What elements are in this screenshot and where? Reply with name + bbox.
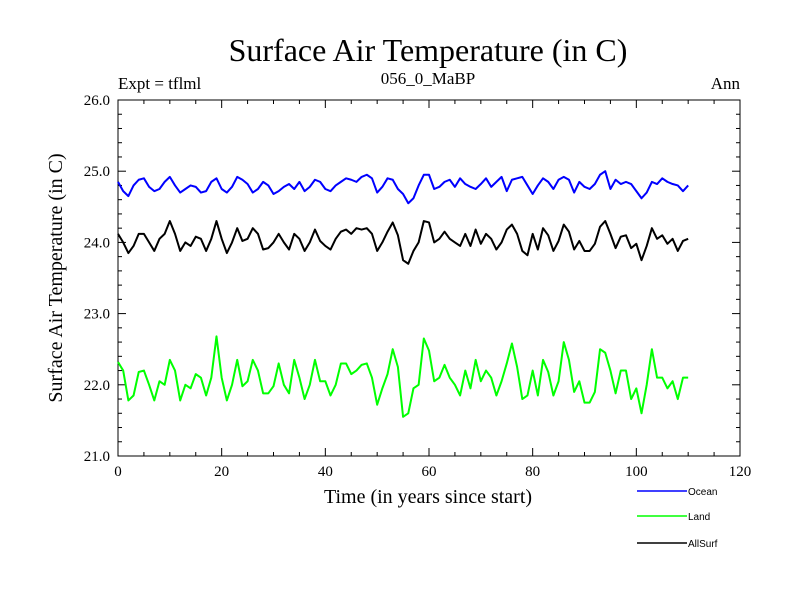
series-group	[117, 170, 689, 418]
y-tick-label: 25.0	[84, 164, 110, 180]
series-line-land	[117, 335, 689, 418]
chart-title: Surface Air Temperature (in C)	[229, 32, 628, 68]
series-line-allsurf	[117, 220, 689, 265]
x-tick-label: 120	[729, 464, 752, 480]
y-tick-label: 26.0	[84, 93, 110, 109]
legend: Ocean Land AllSurf	[637, 487, 718, 550]
x-tick-label: 80	[525, 464, 540, 480]
x-tick-label: 100	[625, 464, 648, 480]
x-tick-label: 20	[214, 464, 229, 480]
y-tick-label: 21.0	[84, 449, 110, 465]
plot-frame	[117, 99, 741, 457]
x-tick-label: 0	[114, 464, 122, 480]
y-axis-label: Surface Air Temperature (in C)	[45, 153, 67, 402]
x-tick-label: 60	[422, 464, 437, 480]
x-tick-label: 40	[318, 464, 333, 480]
series-line-ocean	[117, 170, 689, 205]
period-label: Ann	[711, 74, 741, 93]
legend-label-land: Land	[688, 512, 710, 523]
experiment-label: Expt = tflml	[118, 74, 202, 93]
y-tick-label: 24.0	[84, 235, 110, 251]
legend-label-ocean: Ocean	[688, 487, 717, 498]
legend-label-allsurf: AllSurf	[688, 539, 718, 550]
axes-ticks: 0 20 40 60 80 100 120 21.0 22.0 23.0 24.0 25.0 26.0	[84, 93, 752, 480]
y-tick-label: 23.0	[84, 307, 110, 323]
y-tick-label: 22.0	[84, 378, 110, 394]
chart-subtitle: 056_0_MaBP	[381, 69, 475, 88]
x-axis-label: Time (in years since start)	[324, 486, 532, 508]
